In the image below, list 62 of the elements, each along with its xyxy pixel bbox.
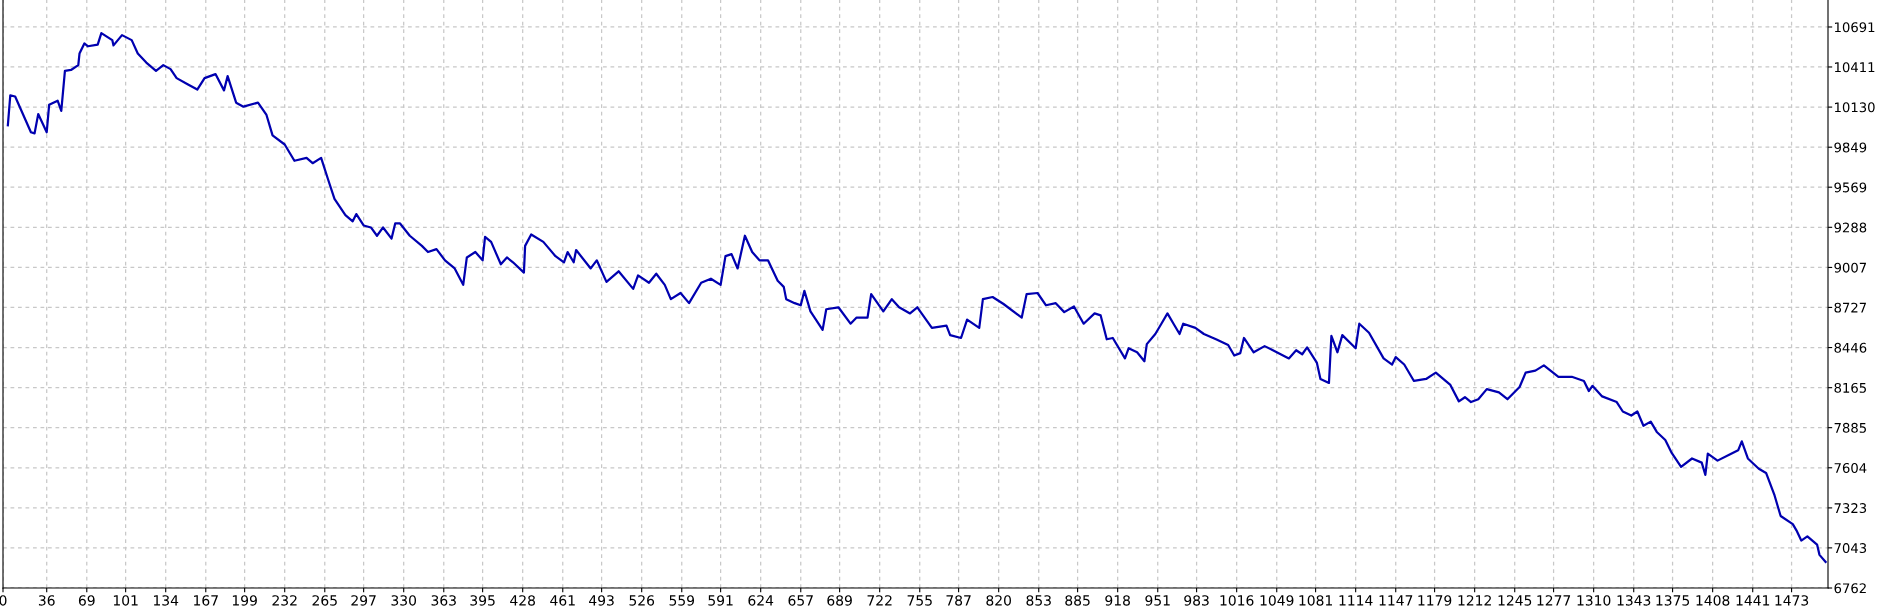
x-tick-label: 951 xyxy=(1145,595,1170,606)
y-tick-label: 9007 xyxy=(1834,262,1867,273)
x-tick-label: 330 xyxy=(391,595,417,606)
y-tick-label: 9849 xyxy=(1834,142,1867,153)
x-tick-label: 526 xyxy=(629,595,655,606)
y-tick-label: 7604 xyxy=(1834,462,1867,473)
x-tick-label: 624 xyxy=(748,595,774,606)
y-tick-label: 9569 xyxy=(1834,182,1867,193)
x-tick-label: 591 xyxy=(708,595,733,606)
x-tick-label: 820 xyxy=(986,595,1012,606)
x-tick-label: 787 xyxy=(946,595,971,606)
x-tick-label: 1473 xyxy=(1775,595,1809,606)
x-tick-label: 134 xyxy=(153,595,179,606)
x-tick-label: 493 xyxy=(589,595,614,606)
x-tick-label: 167 xyxy=(194,595,218,606)
x-tick-label: 1179 xyxy=(1418,595,1452,606)
x-tick-label: 1310 xyxy=(1577,595,1611,606)
x-tick-label: 983 xyxy=(1184,595,1209,606)
x-tick-label: 199 xyxy=(232,595,257,606)
x-tick-label: 853 xyxy=(1026,595,1051,606)
x-tick-label: 36 xyxy=(38,595,55,606)
x-tick-label: 1147 xyxy=(1379,595,1413,606)
y-tick-label: 7043 xyxy=(1834,543,1867,554)
y-tick-label: 7885 xyxy=(1834,422,1866,433)
x-tick-label: 395 xyxy=(470,595,495,606)
x-tick-label: 101 xyxy=(113,595,138,606)
x-tick-label: 559 xyxy=(669,595,695,606)
x-tick-label: 885 xyxy=(1065,595,1090,606)
x-tick-label: 1114 xyxy=(1339,595,1373,606)
x-tick-label: 1343 xyxy=(1617,595,1651,606)
x-tick-label: 755 xyxy=(907,595,932,606)
x-tick-label: 1277 xyxy=(1537,595,1571,606)
x-tick-label: 1016 xyxy=(1220,595,1254,606)
x-tick-label: 918 xyxy=(1105,595,1130,606)
x-tick-label: 1049 xyxy=(1260,595,1294,606)
x-tick-label: 1441 xyxy=(1736,595,1770,606)
x-tick-label: 428 xyxy=(510,595,535,606)
y-tick-label: 8446 xyxy=(1834,342,1867,353)
x-tick-label: 1408 xyxy=(1696,595,1730,606)
x-tick-label: 657 xyxy=(788,595,813,606)
x-tick-label: 265 xyxy=(312,595,337,606)
y-tick-label: 9288 xyxy=(1834,222,1867,233)
y-tick-label: 10130 xyxy=(1835,102,1875,113)
x-tick-label: 1245 xyxy=(1498,595,1532,606)
x-tick-label: 69 xyxy=(78,595,95,606)
y-tick-label: 10691 xyxy=(1835,22,1875,33)
y-tick-label: 8165 xyxy=(1834,382,1866,393)
x-tick-label: 722 xyxy=(867,595,892,606)
x-tick-label: 1375 xyxy=(1656,595,1690,606)
x-tick-label: 363 xyxy=(431,595,456,606)
y-tick-label: 7323 xyxy=(1834,503,1867,514)
y-tick-label: 6762 xyxy=(1834,583,1866,594)
x-tick-label: 1212 xyxy=(1458,595,1491,606)
x-tick-label: 297 xyxy=(351,595,376,606)
line-series xyxy=(6,32,1827,563)
x-tick-label: 1081 xyxy=(1299,595,1332,606)
x-tick-label: 0 xyxy=(0,595,7,606)
y-tick-label: 10411 xyxy=(1835,62,1875,73)
x-tick-label: 689 xyxy=(827,595,852,606)
x-tick-label: 461 xyxy=(550,595,575,606)
x-tick-label: 232 xyxy=(272,595,297,606)
y-tick-label: 8727 xyxy=(1834,302,1867,313)
